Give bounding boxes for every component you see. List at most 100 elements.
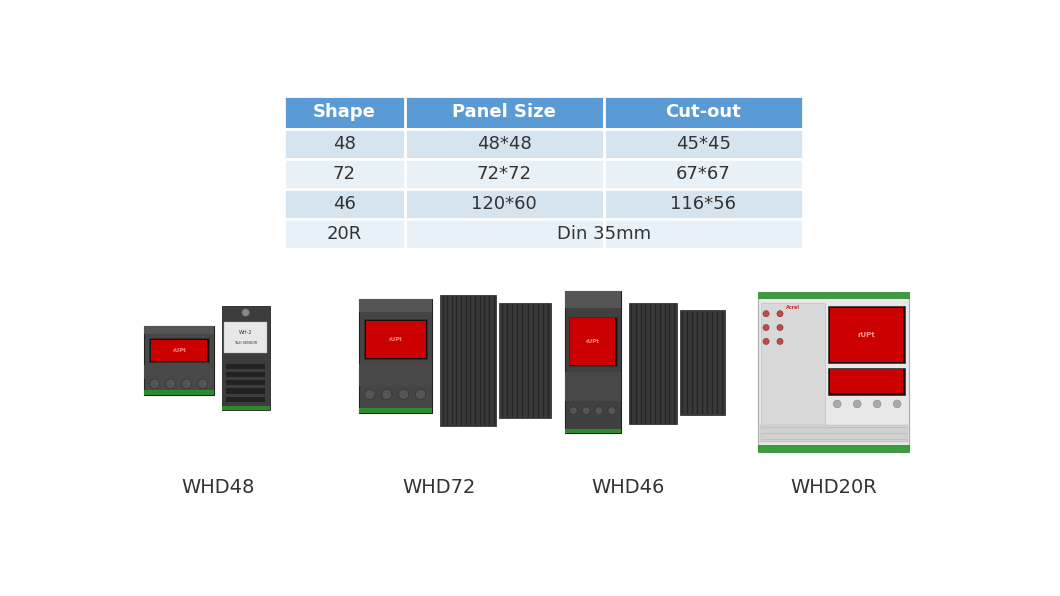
Bar bbox=[227, 380, 265, 385]
Bar bbox=[761, 303, 825, 440]
Text: Panel Size: Panel Size bbox=[453, 103, 556, 122]
Text: 67*67: 67*67 bbox=[676, 164, 730, 182]
Bar bbox=[570, 318, 615, 365]
Text: rUPt: rUPt bbox=[586, 339, 600, 344]
Text: rUPt: rUPt bbox=[858, 331, 876, 337]
Circle shape bbox=[763, 324, 770, 331]
Bar bbox=[284, 159, 405, 188]
Bar bbox=[565, 291, 621, 433]
Circle shape bbox=[416, 389, 426, 399]
Circle shape bbox=[763, 339, 770, 344]
Bar bbox=[565, 372, 621, 401]
Bar bbox=[758, 297, 909, 447]
Bar bbox=[758, 445, 909, 452]
Circle shape bbox=[365, 389, 375, 399]
Bar bbox=[364, 319, 427, 359]
Circle shape bbox=[182, 379, 192, 389]
Bar bbox=[758, 292, 909, 298]
Bar bbox=[284, 188, 405, 219]
Bar bbox=[144, 325, 214, 334]
Bar bbox=[760, 426, 907, 442]
Circle shape bbox=[165, 379, 176, 389]
Bar bbox=[358, 299, 432, 312]
Bar bbox=[499, 303, 551, 418]
Circle shape bbox=[149, 379, 159, 389]
Text: Acrel: Acrel bbox=[787, 305, 800, 310]
Circle shape bbox=[569, 406, 578, 414]
Text: WH-2: WH-2 bbox=[238, 330, 252, 335]
Circle shape bbox=[198, 379, 208, 389]
Bar bbox=[569, 316, 617, 367]
Bar bbox=[227, 364, 265, 369]
Circle shape bbox=[399, 389, 409, 399]
Bar bbox=[565, 429, 621, 433]
Circle shape bbox=[382, 389, 392, 399]
Bar bbox=[604, 188, 802, 219]
Text: T&H SENSOR: T&H SENSOR bbox=[234, 341, 258, 344]
Bar bbox=[227, 389, 265, 393]
Text: WHD48: WHD48 bbox=[181, 478, 254, 497]
Text: WHD72: WHD72 bbox=[402, 478, 475, 497]
Circle shape bbox=[595, 406, 603, 414]
Text: Cut-out: Cut-out bbox=[666, 103, 741, 122]
Text: WHD20R: WHD20R bbox=[791, 478, 878, 497]
Text: 46: 46 bbox=[333, 194, 355, 213]
Bar bbox=[227, 372, 265, 377]
Bar bbox=[358, 408, 432, 412]
Text: 72: 72 bbox=[333, 164, 356, 182]
Bar bbox=[629, 303, 676, 424]
Text: 48*48: 48*48 bbox=[477, 135, 531, 153]
Bar bbox=[679, 311, 725, 415]
Text: 116*56: 116*56 bbox=[670, 194, 737, 213]
Bar bbox=[828, 368, 905, 395]
Circle shape bbox=[763, 311, 770, 316]
Bar bbox=[440, 295, 496, 426]
Circle shape bbox=[777, 324, 783, 331]
Bar bbox=[830, 308, 903, 362]
Bar bbox=[222, 306, 269, 410]
Bar bbox=[227, 397, 265, 402]
Bar bbox=[358, 364, 432, 386]
Bar bbox=[224, 322, 267, 353]
Bar bbox=[144, 325, 214, 395]
Bar bbox=[366, 321, 426, 358]
Text: WHD46: WHD46 bbox=[591, 478, 666, 497]
Text: 72*72: 72*72 bbox=[477, 164, 532, 182]
Text: 120*60: 120*60 bbox=[472, 194, 537, 213]
Bar bbox=[405, 188, 604, 219]
Bar bbox=[405, 219, 802, 249]
Circle shape bbox=[777, 311, 783, 316]
Text: rUPt: rUPt bbox=[172, 347, 185, 353]
Bar bbox=[149, 338, 209, 362]
Bar bbox=[604, 96, 802, 129]
Bar bbox=[358, 299, 432, 412]
Bar bbox=[284, 219, 405, 249]
Bar bbox=[151, 340, 208, 361]
Circle shape bbox=[894, 400, 901, 408]
Bar bbox=[222, 406, 269, 410]
Bar bbox=[144, 365, 214, 379]
Bar bbox=[405, 96, 604, 129]
Text: Din 35mm: Din 35mm bbox=[556, 225, 651, 243]
Bar bbox=[284, 129, 405, 159]
Bar bbox=[405, 129, 604, 159]
Bar bbox=[284, 96, 405, 129]
Text: Shape: Shape bbox=[313, 103, 375, 122]
Text: 48: 48 bbox=[333, 135, 355, 153]
Bar bbox=[604, 159, 802, 188]
Text: rUPt: rUPt bbox=[389, 337, 403, 342]
Text: 20R: 20R bbox=[326, 225, 361, 243]
Circle shape bbox=[777, 339, 783, 344]
Circle shape bbox=[582, 406, 590, 414]
Bar bbox=[405, 159, 604, 188]
Bar bbox=[604, 129, 802, 159]
Bar bbox=[830, 369, 903, 393]
Circle shape bbox=[242, 309, 249, 316]
Circle shape bbox=[873, 400, 881, 408]
Bar bbox=[828, 306, 905, 363]
Circle shape bbox=[853, 400, 861, 408]
Bar bbox=[565, 291, 621, 308]
Circle shape bbox=[608, 406, 616, 414]
Circle shape bbox=[833, 400, 841, 408]
Text: 45*45: 45*45 bbox=[676, 135, 730, 153]
